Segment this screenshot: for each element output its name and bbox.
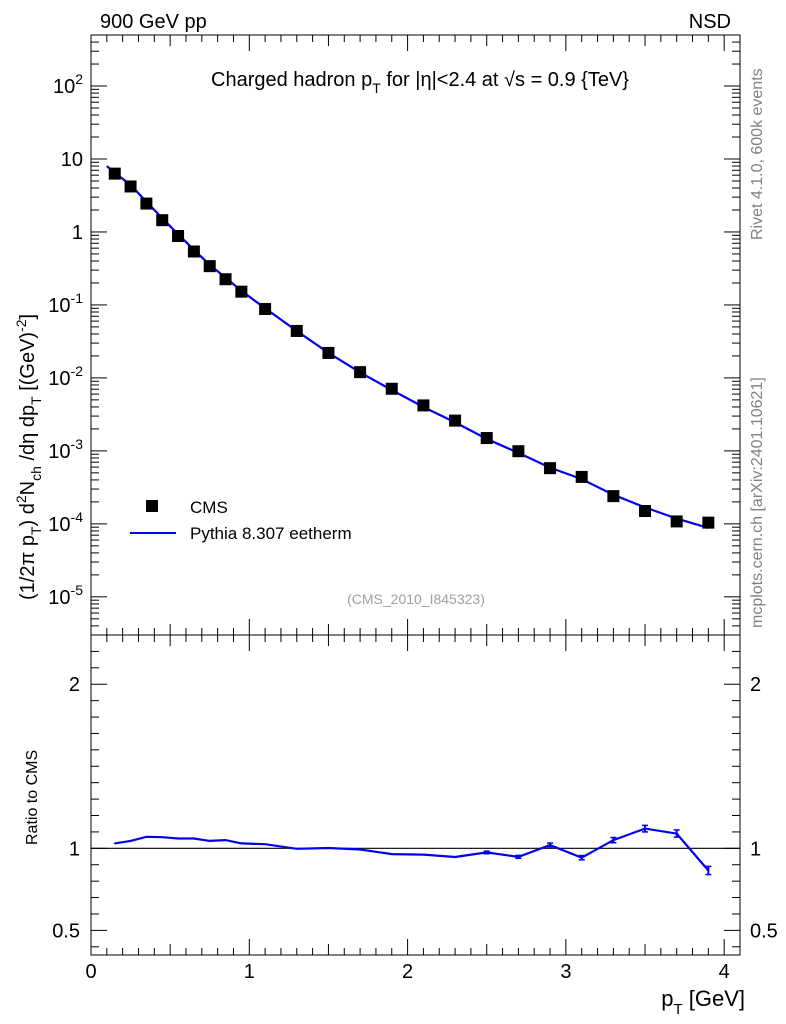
y-tick-label: 1 (72, 222, 83, 244)
data-point (639, 505, 652, 518)
ratio-axis-ticks (90, 635, 741, 955)
data-point (290, 324, 303, 337)
data-point (259, 302, 272, 315)
data-point (670, 515, 683, 528)
x-tick-label: 1 (244, 961, 255, 983)
ratio-y-axis-label: Ratio to CMS (24, 750, 41, 845)
ratio-curve (114, 827, 710, 872)
ratio-y-tick-label-right: 0.5 (750, 920, 778, 942)
legend-cms-marker (146, 500, 158, 512)
mc-curve (106, 165, 709, 529)
y-tick-label: 102 (53, 71, 83, 98)
y-tick-label: 10-1 (48, 290, 83, 317)
main-data-series (108, 167, 715, 529)
header-energy-label: 900 GeV pp (100, 11, 207, 33)
data-point (607, 490, 620, 503)
y-tick-label: 10-5 (48, 582, 83, 609)
main-y-tick-labels: 10-5 10-4 10-3 10-2 10-1 1 10 102 (48, 71, 83, 609)
ratio-y-tick-label: 1 (69, 838, 80, 860)
analysis-id-label: (CMS_2010_I845323) (347, 591, 485, 607)
x-tick-label: 3 (560, 961, 571, 983)
main-axis-ticks (90, 34, 741, 636)
data-point (575, 470, 588, 483)
x-tick-label: 2 (402, 961, 413, 983)
y-tick-label: 10 (61, 149, 83, 171)
ratio-mc-series (113, 824, 712, 876)
data-point (512, 445, 525, 458)
data-point (156, 214, 169, 227)
chart-title: Charged hadron pT for |η|<2.4 at √s = 0.… (211, 69, 629, 96)
x-tick-labels: 0 1 2 3 4 (85, 961, 729, 983)
ratio-y-tick-labels: 0.5 0.5 1 1 2 2 (52, 674, 778, 942)
ratio-y-tick-label: 2 (69, 674, 80, 696)
legend-mc-label: Pythia 8.307 eetherm (190, 524, 352, 543)
data-point (544, 462, 557, 475)
data-point (108, 167, 121, 180)
ratio-y-tick-label-right: 2 (750, 674, 761, 696)
rivet-version-label: Rivet 4.1.0, 600k events (749, 68, 766, 240)
main-panel-frame (90, 34, 741, 636)
x-tick-label: 4 (719, 961, 730, 983)
data-point (449, 414, 462, 427)
y-tick-label: 10-4 (48, 509, 83, 536)
data-point (124, 180, 137, 193)
data-point (172, 230, 185, 243)
data-point (417, 399, 430, 412)
y-tick-label: 10-3 (48, 436, 83, 463)
legend-cms-label: CMS (190, 498, 228, 517)
data-point (235, 285, 248, 298)
data-point (140, 197, 153, 210)
data-point (203, 260, 216, 273)
header-process-label: NSD (689, 11, 731, 33)
data-point (187, 245, 200, 258)
x-axis-label: pT [GeV] (661, 986, 745, 1018)
data-point (219, 273, 232, 286)
ratio-panel-frame (90, 634, 741, 956)
ratio-y-tick-label-right: 1 (750, 838, 761, 860)
mcplots-reference-label: mcplots.cern.ch [arXiv:2401.10621] (749, 377, 766, 628)
legend: CMS Pythia 8.307 eetherm (130, 498, 352, 543)
ratio-y-tick-label: 0.5 (52, 920, 80, 942)
data-point (480, 432, 493, 445)
main-y-axis-label: (1/2π pT) d2Nch /dη dpT [(GeV)-2] (13, 314, 44, 600)
main-mc-series (106, 165, 709, 529)
data-point (322, 346, 335, 359)
data-point (354, 366, 367, 379)
x-tick-label: 0 (85, 961, 96, 983)
y-tick-label: 10-2 (48, 363, 83, 390)
data-point (702, 516, 715, 529)
data-point (385, 382, 398, 395)
